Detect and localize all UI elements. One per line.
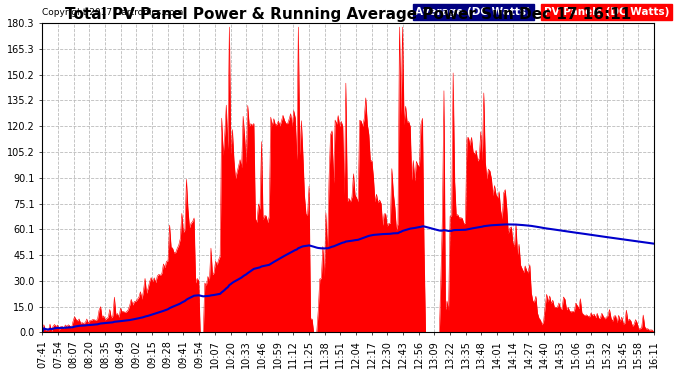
Title: Total PV Panel Power & Running Average Power Sun Dec 17 16:11: Total PV Panel Power & Running Average P…: [65, 7, 631, 22]
Text: Average (DC Watts): Average (DC Watts): [415, 7, 531, 17]
Text: Copyright 2017 Cartronics.com: Copyright 2017 Cartronics.com: [42, 8, 184, 17]
Text: PV Panels (DC Watts): PV Panels (DC Watts): [544, 7, 669, 17]
